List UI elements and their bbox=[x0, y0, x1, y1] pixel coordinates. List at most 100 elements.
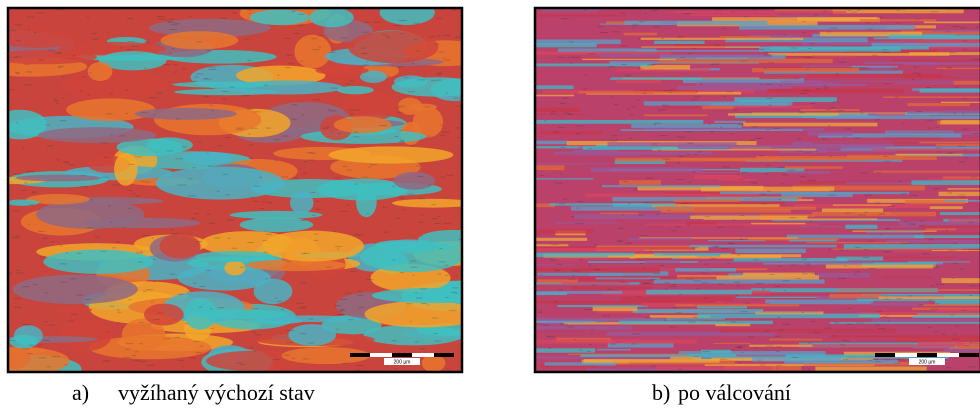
grain bbox=[821, 208, 884, 213]
grain bbox=[829, 293, 882, 299]
grain bbox=[15, 272, 24, 274]
grain bbox=[579, 349, 583, 351]
grain bbox=[629, 254, 782, 259]
grain bbox=[677, 136, 685, 138]
grain bbox=[443, 34, 451, 36]
grain bbox=[364, 301, 462, 328]
grain bbox=[248, 13, 252, 15]
grain bbox=[693, 96, 699, 98]
grain bbox=[645, 177, 654, 179]
grain bbox=[752, 357, 841, 362]
grain bbox=[535, 267, 660, 273]
grain bbox=[410, 145, 414, 147]
grain bbox=[763, 51, 768, 53]
grain bbox=[155, 166, 285, 200]
grain bbox=[28, 204, 35, 206]
grain bbox=[663, 319, 668, 321]
grain bbox=[637, 185, 764, 191]
grain bbox=[546, 335, 550, 337]
grain bbox=[815, 150, 819, 152]
grain bbox=[839, 61, 847, 63]
grain bbox=[455, 275, 458, 277]
grain bbox=[102, 360, 111, 362]
grain bbox=[854, 271, 861, 273]
grain bbox=[354, 183, 358, 185]
grain bbox=[217, 145, 223, 147]
grain bbox=[253, 278, 293, 305]
grain bbox=[871, 318, 980, 323]
grain bbox=[920, 220, 925, 222]
grain bbox=[347, 30, 439, 64]
grain bbox=[890, 59, 980, 62]
grain bbox=[9, 30, 16, 32]
grain bbox=[366, 279, 374, 281]
grain bbox=[125, 89, 129, 91]
grain bbox=[674, 226, 681, 228]
grain bbox=[829, 155, 833, 157]
grain bbox=[393, 25, 401, 27]
grain bbox=[868, 240, 875, 242]
grain bbox=[925, 228, 957, 231]
grain bbox=[394, 368, 398, 370]
grain bbox=[535, 119, 704, 124]
grain bbox=[574, 154, 641, 156]
grain bbox=[407, 91, 416, 93]
grain bbox=[810, 321, 816, 323]
grain bbox=[739, 238, 744, 240]
grain bbox=[701, 293, 845, 295]
grain bbox=[346, 169, 352, 171]
grain bbox=[427, 304, 430, 306]
grain bbox=[607, 142, 737, 147]
grain bbox=[961, 197, 965, 199]
grain bbox=[262, 239, 267, 241]
grain bbox=[542, 324, 550, 326]
grain bbox=[682, 202, 689, 204]
grain bbox=[774, 15, 829, 17]
grain bbox=[196, 73, 204, 75]
grain bbox=[539, 274, 544, 276]
grain bbox=[86, 227, 95, 229]
grain bbox=[169, 18, 175, 20]
grain bbox=[721, 247, 729, 249]
grain bbox=[392, 259, 396, 261]
grain bbox=[84, 298, 91, 300]
grain bbox=[358, 307, 364, 309]
grain bbox=[651, 148, 817, 151]
grain bbox=[251, 331, 257, 333]
grain bbox=[240, 364, 246, 366]
grain bbox=[887, 206, 896, 208]
grain bbox=[631, 106, 636, 108]
grain bbox=[651, 143, 658, 145]
grain bbox=[659, 134, 668, 136]
grain bbox=[209, 327, 214, 329]
grain bbox=[961, 113, 965, 115]
grain bbox=[761, 193, 766, 195]
grain bbox=[701, 272, 708, 274]
grain bbox=[962, 40, 968, 42]
grain bbox=[678, 155, 685, 157]
grain bbox=[829, 190, 836, 192]
grain bbox=[636, 296, 642, 298]
grain bbox=[819, 31, 922, 37]
grain bbox=[975, 26, 979, 28]
grain bbox=[817, 133, 962, 138]
grain bbox=[247, 219, 253, 221]
grain bbox=[777, 167, 785, 169]
grain bbox=[568, 41, 575, 43]
grain bbox=[195, 352, 203, 354]
grain bbox=[742, 345, 745, 347]
grain bbox=[701, 349, 732, 354]
grain bbox=[169, 273, 176, 275]
grain bbox=[860, 172, 868, 174]
grain bbox=[286, 260, 291, 262]
grain bbox=[720, 36, 771, 39]
scale-bar: 200 µm bbox=[875, 353, 979, 365]
grain bbox=[752, 9, 757, 11]
grain bbox=[385, 35, 390, 37]
grain bbox=[535, 291, 623, 294]
grain bbox=[737, 346, 742, 348]
grain bbox=[57, 9, 65, 11]
grain bbox=[654, 40, 705, 45]
grain bbox=[116, 138, 184, 157]
grain bbox=[438, 51, 444, 53]
